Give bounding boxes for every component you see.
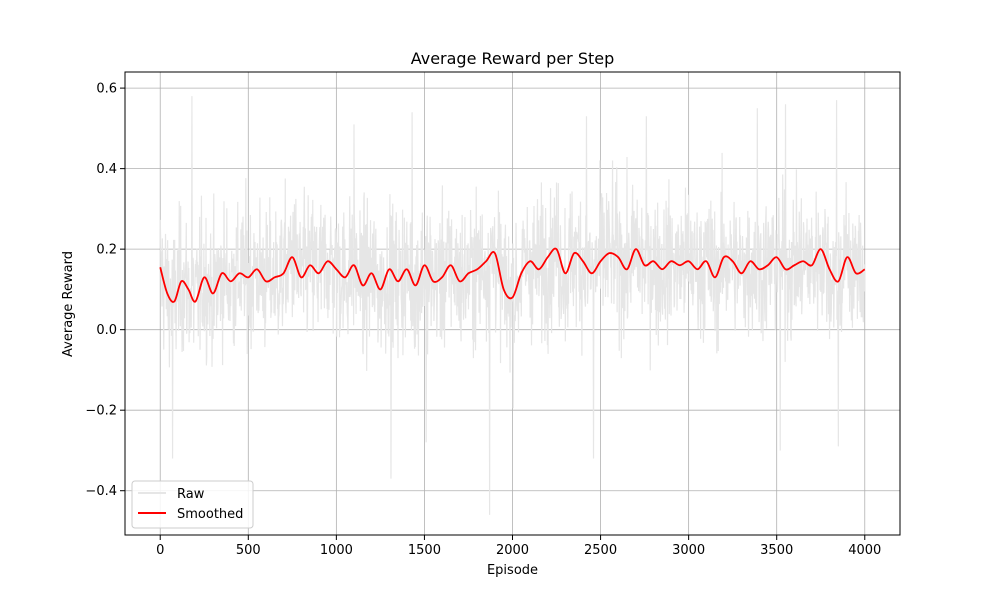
ticks: 0 500 1000 1500 2000 2500 3000 3500 4000 −0.4 −0.2… [85,82,881,558]
chart-title: Average Reward per Step [411,49,615,68]
x-tick-label: 0 [156,543,164,558]
y-tick-label: 0.0 [96,323,117,338]
y-tick-label: 0.6 [96,82,117,97]
x-tick-label: 2000 [496,543,529,558]
x-tick-label: 1000 [320,543,353,558]
x-axis-label: Episode [487,563,538,578]
legend: Raw Smoothed [131,480,254,529]
x-tick-label: 3500 [760,543,793,558]
x-tick-label: 1500 [408,543,441,558]
x-tick-label: 500 [236,543,261,558]
legend-label-smoothed: Smoothed [177,507,243,522]
y-tick-label: −0.2 [85,404,117,419]
x-tick-label: 2500 [584,543,617,558]
y-tick-label: −0.4 [85,484,117,499]
smoothed-series [159,247,866,303]
y-axis-label: Average Reward [61,251,76,357]
grid-lines [125,72,900,535]
y-tick-label: 0.4 [96,162,117,177]
y-tick-label: 0.2 [96,243,117,258]
smoothed-line [159,247,866,303]
legend-label-raw: Raw [177,487,205,502]
x-tick-label: 3000 [672,543,705,558]
x-tick-label: 4000 [848,543,881,558]
